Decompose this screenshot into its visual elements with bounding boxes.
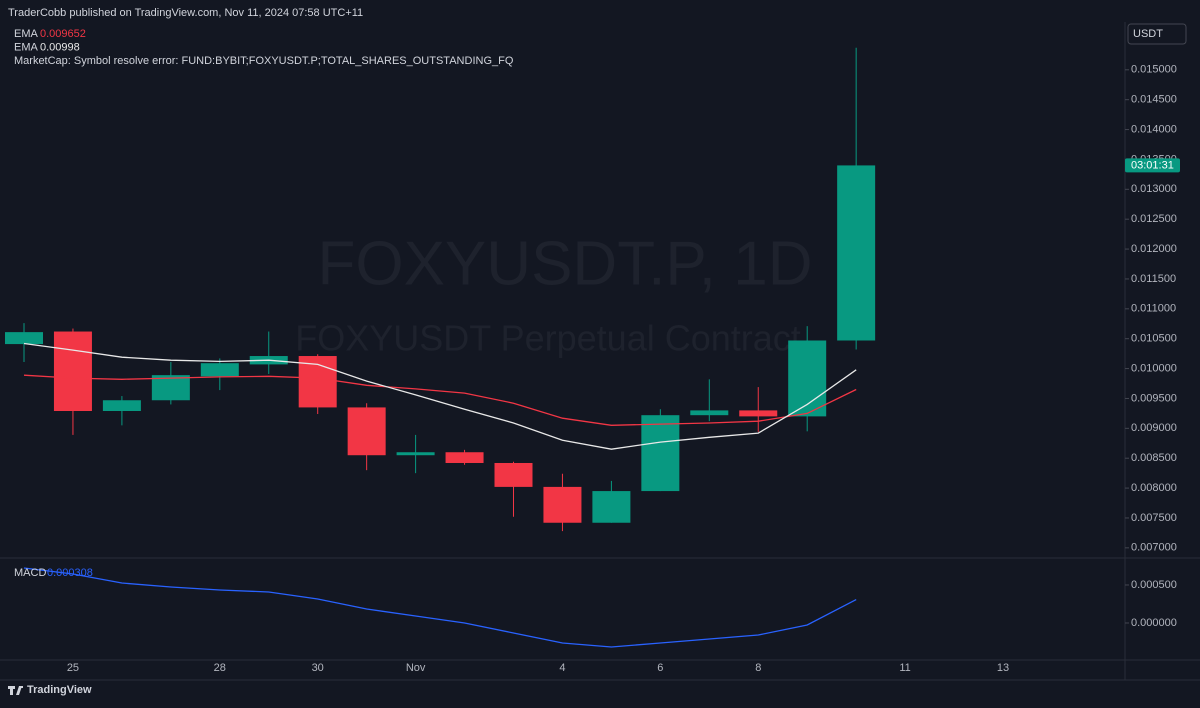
y-tick-label: 0.008000: [1131, 482, 1177, 494]
y-tick-label: 0.000000: [1131, 617, 1177, 629]
y-tick-label: 0.012500: [1131, 213, 1177, 225]
y-tick-label: 0.000500: [1131, 579, 1177, 591]
x-tick-label: 28: [214, 662, 226, 674]
y-tick-label: 0.007500: [1131, 512, 1177, 524]
legend-value: 0.009652: [40, 28, 86, 40]
y-tick-label: 0.013000: [1131, 183, 1177, 195]
candle-body: [151, 375, 190, 401]
y-tick-label: 0.008500: [1131, 452, 1177, 464]
y-tick-label: 0.010500: [1131, 333, 1177, 345]
candle-body: [641, 415, 680, 492]
x-tick-label: 11: [899, 662, 910, 674]
y-tick-label: 0.015000: [1131, 64, 1177, 76]
x-tick-label: 13: [997, 662, 1009, 674]
error-message: MarketCap: Symbol resolve error: FUND:BY…: [14, 55, 514, 67]
candle-body: [102, 400, 141, 412]
footer-logo: TradingView: [8, 684, 92, 696]
y-tick-label: 0.014500: [1131, 94, 1177, 106]
candle-body: [837, 165, 876, 341]
candle-body: [739, 410, 778, 417]
x-tick-label: 8: [755, 662, 761, 674]
x-tick-label: 4: [559, 662, 565, 674]
candle-body: [592, 491, 631, 523]
y-tick-label: 0.011500: [1131, 273, 1176, 285]
candle-body: [347, 407, 386, 456]
legend-value: 0.00998: [40, 41, 80, 53]
candle-body: [445, 452, 484, 463]
y-tick-label: 0.009000: [1131, 422, 1177, 434]
x-tick-label: Nov: [406, 662, 426, 674]
y-tick-label: 0.010000: [1131, 362, 1177, 374]
watermark-symbol: FOXYUSDT.P, 1D: [317, 229, 812, 298]
x-tick-label: 30: [312, 662, 324, 674]
watermark-description: FOXYUSDT Perpetual Contract: [295, 318, 801, 359]
candle-body: [5, 332, 43, 345]
legend-name: EMA: [14, 41, 39, 53]
legend-name: EMA: [14, 28, 39, 40]
candle-body: [200, 363, 239, 377]
y-tick-label: 0.007000: [1131, 542, 1177, 554]
currency-badge[interactable]: [1127, 23, 1187, 45]
publish-info: TraderCobb published on TradingView.com,…: [8, 7, 363, 19]
y-tick-label: 0.012000: [1131, 243, 1177, 255]
y-tick-label: 0.011000: [1131, 303, 1176, 315]
footer-brand: TradingView: [27, 684, 92, 696]
countdown-label: 03:01:31: [1131, 159, 1174, 171]
indicator-line: [23, 374, 857, 426]
indicator-line: [23, 342, 857, 450]
candle-body: [690, 410, 729, 416]
y-tick-label: 0.014000: [1131, 123, 1177, 135]
countdown-badge: [1125, 158, 1180, 173]
indicator-line: [23, 567, 857, 648]
currency-label[interactable]: USDT: [1133, 28, 1163, 40]
candle-body: [543, 486, 582, 523]
logo-icon: [8, 686, 23, 695]
x-tick-label: 6: [657, 662, 663, 674]
candle-body: [494, 462, 533, 487]
candle-body: [396, 452, 435, 456]
y-tick-label: 0.009500: [1131, 392, 1177, 404]
legend-name: MACD: [14, 567, 46, 579]
x-tick-label: 25: [67, 662, 79, 674]
legend-value: 0.000308: [47, 567, 93, 579]
candle-body: [53, 331, 92, 412]
